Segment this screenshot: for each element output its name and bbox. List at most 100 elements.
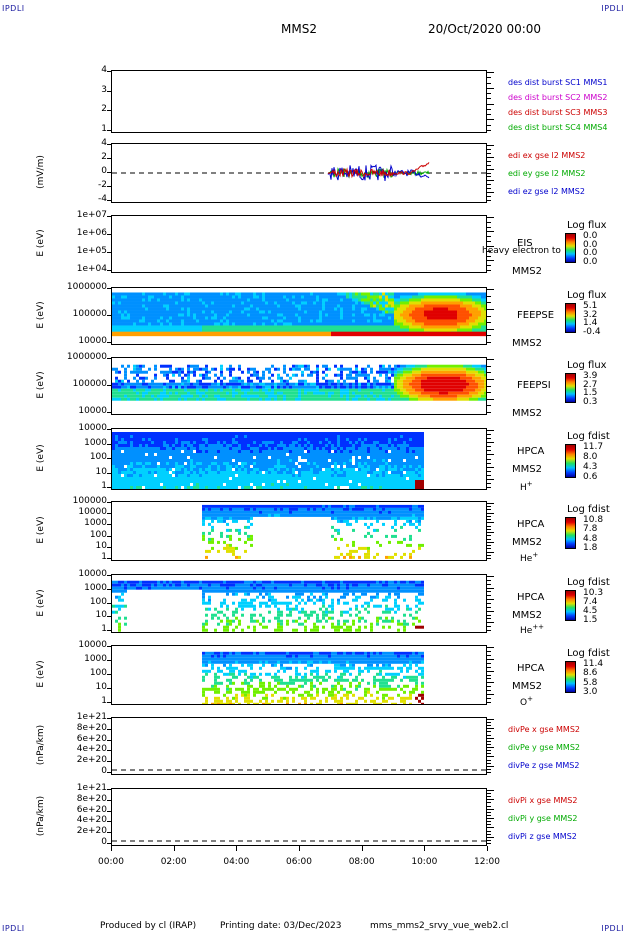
y-axis-label: E (eV) xyxy=(36,444,46,472)
y-tick-mark-right xyxy=(487,606,491,608)
y-tick-mark-right xyxy=(487,824,491,826)
y-tick-label: 10000 xyxy=(78,640,107,650)
y-tick-mark xyxy=(107,472,111,474)
plot-area-p10 xyxy=(112,769,486,771)
colorbar xyxy=(565,661,576,693)
panel-p1 xyxy=(111,70,487,133)
x-tick-mark xyxy=(424,846,426,851)
y-tick-mark-right xyxy=(487,808,494,810)
y-tick-mark-right xyxy=(487,124,491,126)
y-tick-mark-right xyxy=(487,802,491,804)
y-axis-label: (mV/m) xyxy=(36,155,46,189)
corner-label-br: IPDLI xyxy=(601,924,624,933)
y-tick-mark-right xyxy=(487,260,494,262)
y-tick-label: 1e+06 xyxy=(76,228,107,238)
y-tick-label: 10 xyxy=(95,610,107,621)
y-tick-mark-right xyxy=(487,398,494,400)
y-tick-mark-right xyxy=(487,180,494,182)
y-tick-mark xyxy=(107,575,111,576)
colorbar-title: Log flux xyxy=(567,220,607,231)
y-tick-mark-right xyxy=(487,532,494,534)
spacecraft-label: MMS2 xyxy=(512,610,542,621)
colorbar-value: 0.3 xyxy=(583,397,598,407)
y-tick-mark-right xyxy=(487,618,491,620)
colorbar-value: 1.5 xyxy=(583,615,598,625)
y-tick-mark-right xyxy=(487,77,491,79)
y-tick-mark xyxy=(107,843,111,844)
corner-label-tl: IPDLI xyxy=(2,4,25,13)
y-tick-mark-right xyxy=(487,515,491,517)
y-tick-mark-right xyxy=(487,548,491,550)
y-tick-mark-right xyxy=(487,535,491,537)
y-tick-mark-right xyxy=(487,522,494,524)
plot-area-p9 xyxy=(202,651,424,704)
colorbar-value: 0.0 xyxy=(583,231,598,241)
y-tick-mark-right xyxy=(487,722,491,724)
y-tick-mark-right xyxy=(487,236,491,238)
y-tick-mark-right xyxy=(487,833,491,835)
y-tick-mark-right xyxy=(487,626,491,628)
y-axis-label: E (eV) xyxy=(36,301,46,329)
y-tick-mark-right xyxy=(487,509,491,511)
y-tick-mark xyxy=(107,429,111,430)
y-tick-mark-right xyxy=(487,114,491,116)
y-tick-mark xyxy=(107,546,111,548)
y-tick-mark xyxy=(107,443,111,445)
y-tick-mark xyxy=(107,728,111,730)
series-line-2 xyxy=(327,162,430,179)
colorbar-value: 3.2 xyxy=(583,309,598,320)
y-tick-label: 100 xyxy=(89,452,107,462)
y-tick-label: 1e+21 xyxy=(76,712,107,722)
plot-area-p2 xyxy=(112,162,486,181)
colorbar-title: Log fdist xyxy=(567,648,610,659)
y-tick-label: 1 xyxy=(101,552,107,562)
y-tick-mark-right xyxy=(487,482,491,484)
heatmap-cells xyxy=(112,432,424,489)
y-tick-label: -2 xyxy=(98,180,107,190)
legend-entry: divPe x gse MMS2 xyxy=(508,725,580,734)
y-tick-mark xyxy=(107,513,111,515)
plot-area-p3 xyxy=(112,216,486,272)
y-tick-mark-right xyxy=(487,836,494,838)
y-axis-label: E (eV) xyxy=(36,588,46,617)
legend-entry: des dist burst SC3 MMS3 xyxy=(508,108,608,117)
colorbar-value: 4.5 xyxy=(583,606,598,616)
colorbar-value: 0.6 xyxy=(583,472,598,482)
y-tick-mark-right xyxy=(487,686,491,688)
y-tick-mark-right xyxy=(487,622,494,624)
colorbar-title: Log fdist xyxy=(567,577,610,588)
y-tick-mark-right xyxy=(487,538,491,540)
y-tick-mark xyxy=(107,71,111,72)
y-tick-label: 1000 xyxy=(84,654,107,664)
heatmap-cells xyxy=(112,292,486,337)
spacecraft-label: MMS2 xyxy=(512,681,542,692)
y-tick-mark-right xyxy=(487,478,494,480)
y-tick-mark-right xyxy=(487,72,494,73)
y-tick-mark-right xyxy=(487,328,494,330)
y-tick-mark-right xyxy=(487,811,491,813)
instrument-label: HPCA xyxy=(517,519,545,530)
y-tick-mark-right xyxy=(487,595,491,597)
species-label: He++ xyxy=(520,623,545,636)
panel-p2 xyxy=(111,143,487,203)
y-tick-mark-right xyxy=(487,270,491,271)
y-tick-label: 4 xyxy=(101,138,107,148)
y-tick-mark-right xyxy=(487,545,491,547)
panel-p10 xyxy=(111,717,487,775)
y-tick-label: 1e+21 xyxy=(76,783,107,793)
y-tick-mark-right xyxy=(487,698,491,700)
colorbar xyxy=(565,303,576,333)
y-tick-mark xyxy=(107,535,111,537)
y-tick-mark-right xyxy=(487,130,491,131)
y-tick-mark-right xyxy=(487,295,491,297)
y-tick-mark-right xyxy=(487,335,491,337)
y-tick-mark-right xyxy=(487,103,494,105)
y-tick-label: 100 xyxy=(89,596,107,607)
y-tick-mark-right xyxy=(487,164,491,166)
y-tick-mark-right xyxy=(487,821,491,823)
y-tick-mark-right xyxy=(487,160,491,162)
colorbar xyxy=(565,517,576,549)
colorbar-value: -0.4 xyxy=(583,327,601,337)
plot-area-p4 xyxy=(112,292,486,337)
spacecraft-title: MMS2 xyxy=(281,22,317,36)
